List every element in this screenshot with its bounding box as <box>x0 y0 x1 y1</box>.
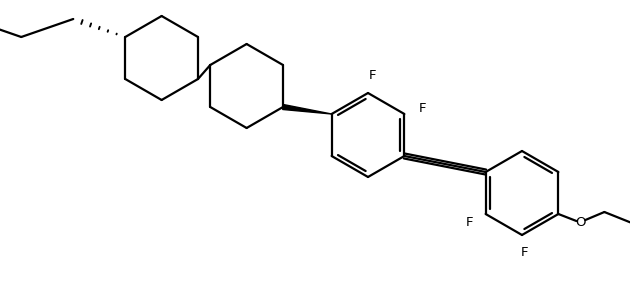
Text: F: F <box>418 101 426 114</box>
Text: O: O <box>575 216 586 228</box>
Text: F: F <box>520 246 528 260</box>
Text: F: F <box>369 69 375 81</box>
Text: F: F <box>466 216 473 228</box>
Polygon shape <box>283 105 331 114</box>
